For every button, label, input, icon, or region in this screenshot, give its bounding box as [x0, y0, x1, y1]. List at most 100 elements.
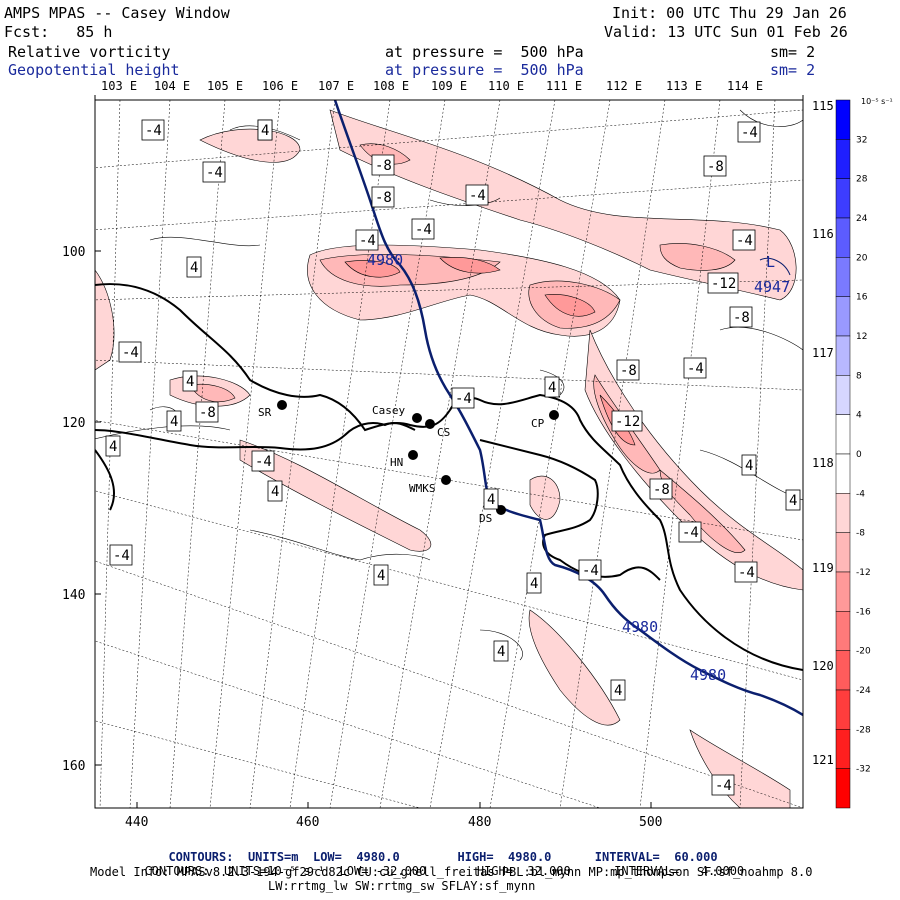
colorbar-swatch — [835, 414, 851, 455]
svg-text:4: 4 — [261, 123, 269, 139]
low-center-label: L — [766, 253, 775, 271]
contour-value-label: -4 — [683, 357, 707, 379]
colorbar-tick-label: -20 — [856, 647, 871, 657]
svg-text:-4: -4 — [122, 345, 139, 361]
contour-label: CONTOURS: — [144, 864, 210, 878]
colorbar-swatch — [835, 493, 851, 533]
contour-value-label: -8 — [371, 186, 395, 208]
contour-value-label: -8 — [371, 154, 395, 176]
lon-label-top: 114 E — [727, 79, 763, 93]
colorbar-tick-label: -32 — [856, 765, 871, 775]
svg-text:-8: -8 — [620, 363, 637, 379]
station-wmks-label: WMKS — [409, 482, 436, 495]
svg-text:4: 4 — [109, 439, 117, 455]
svg-text:-8: -8 — [707, 159, 724, 175]
contour-info-height: CONTOURS: UNITS=m LOW= 4980.0 HIGH= 4980… — [154, 838, 717, 864]
y-tick-label: 120 — [62, 416, 85, 431]
svg-text:-8: -8 — [375, 190, 392, 206]
colorbar-swatch — [835, 453, 851, 494]
contour-value-label: 4 — [785, 489, 801, 511]
svg-text:4: 4 — [530, 576, 538, 592]
station-cp-dot — [549, 410, 559, 420]
contour-value-label: -8 — [649, 478, 673, 500]
x-tick-label: 440 — [125, 815, 148, 830]
station-cs-dot — [425, 419, 435, 429]
model-info-physics: LW:rrtmg_lw SW:rrtmg_sw SFLAY:sf_mynn — [268, 879, 536, 893]
colorbar-swatch — [835, 532, 851, 573]
colorbar-tick-label: -28 — [856, 725, 871, 735]
colorbar-swatch — [835, 99, 851, 140]
contour-value-label: 4 — [105, 435, 121, 457]
map-plot-area: SR Casey CS HN WMKS DS CP 4980 4980 4980… — [95, 100, 803, 808]
contour-label: CONTOURS: — [168, 850, 234, 864]
contour-value-label: 4 — [186, 256, 202, 278]
contour-value-label: -4 — [251, 450, 275, 472]
y-tick-label: 100 — [62, 245, 85, 260]
svg-text:-8: -8 — [653, 482, 670, 498]
contour-value-label: 4 — [493, 640, 509, 662]
station-sr-dot — [277, 400, 287, 410]
svg-text:4: 4 — [614, 683, 622, 699]
colorbar-tick-label: 8 — [856, 371, 862, 381]
colorbar-swatch — [835, 689, 851, 730]
svg-text:4: 4 — [190, 260, 198, 276]
svg-text:4: 4 — [186, 374, 194, 390]
contour-value-label: 4 — [257, 119, 273, 141]
svg-text:-4: -4 — [113, 548, 130, 564]
x-tick-label: 480 — [468, 815, 491, 830]
colorbar-swatch — [835, 178, 851, 219]
contour-value-label: -4 — [109, 544, 133, 566]
colorbar-tick-label: 20 — [856, 253, 868, 263]
svg-text:-4: -4 — [682, 525, 699, 541]
contour-value-label: -8 — [729, 306, 753, 328]
contour-high: HIGH= 4980.0 — [457, 850, 552, 864]
station-hn-label: HN — [390, 456, 403, 469]
model-info: Model Info: MPASv8.2.3-194-gf29cd82c CU:… — [90, 865, 813, 879]
contour-low: LOW= -32.000 — [339, 864, 427, 878]
svg-text:-8: -8 — [199, 405, 216, 421]
contour-value-label: -4 — [711, 774, 735, 796]
contour-value-label: 4 — [610, 679, 626, 701]
svg-text:-4: -4 — [145, 123, 162, 139]
plot-frame — [94, 99, 804, 809]
field2-name: Geopotential height — [8, 61, 180, 79]
colorbar-swatch — [835, 139, 851, 179]
forecast-hour: Fcst: 85 h — [4, 23, 113, 41]
colorbar-tick-label: 28 — [856, 175, 868, 185]
colorbar-swatch — [835, 571, 851, 612]
y-tick-label: 160 — [62, 759, 85, 774]
colorbar: 32 28 24 20 16 12 8 4 0 -4 -8 -12 -16 -20 -24 -28 -32 — [835, 99, 871, 809]
svg-text:-4: -4 — [415, 222, 432, 238]
colorbar-swatch — [835, 650, 851, 691]
contour-high: HIGH= 32.000 — [476, 864, 571, 878]
contour-value-label: -8 — [616, 359, 640, 381]
contour-value-label: 4 — [267, 480, 283, 502]
colorbar-tick-label: 0 — [856, 450, 862, 460]
svg-text:-4: -4 — [359, 233, 376, 249]
svg-text:-4: -4 — [469, 188, 486, 204]
lon-label-top: 105 E — [207, 79, 243, 93]
colorbar-swatch — [835, 257, 851, 297]
station-markers — [277, 400, 559, 515]
svg-text:-4: -4 — [715, 778, 732, 794]
svg-text:-8: -8 — [733, 310, 750, 326]
lon-label-top: 111 E — [546, 79, 582, 93]
valid-time: Valid: 13 UTC Sun 01 Feb 26 — [604, 23, 848, 41]
lon-label-top: 106 E — [262, 79, 298, 93]
graticule — [95, 100, 803, 808]
field1-pressure: at pressure = 500 hPa — [385, 43, 584, 61]
colorbar-swatch — [835, 217, 851, 258]
contour-units: UNITS=m — [247, 850, 299, 864]
colorbar-swatch — [835, 729, 851, 769]
init-time: Init: 00 UTC Thu 29 Jan 26 — [612, 4, 847, 22]
lon-label-top: 104 E — [154, 79, 190, 93]
svg-text:-12: -12 — [615, 414, 640, 430]
svg-text:4: 4 — [487, 492, 495, 508]
contour-value-label: -8 — [195, 401, 219, 423]
station-ds-label: DS — [479, 512, 492, 525]
contour-low: LOW= 4980.0 — [312, 850, 400, 864]
height-label: 4980 — [690, 666, 726, 684]
contour-value-label: -4 — [451, 387, 475, 409]
lon-label-top: 113 E — [666, 79, 702, 93]
